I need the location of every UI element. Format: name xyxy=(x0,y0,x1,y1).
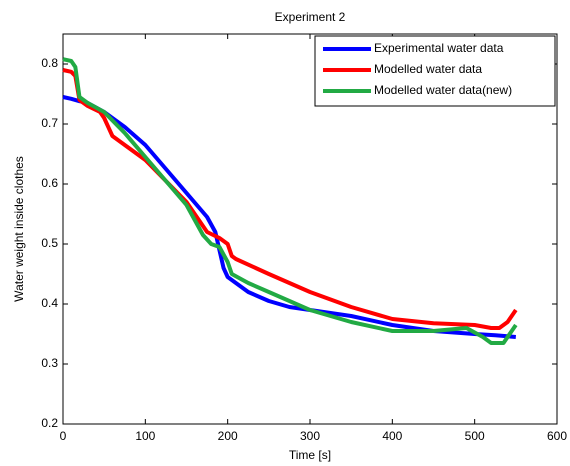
legend-label: Experimental water data xyxy=(374,41,504,55)
legend-label: Modelled water data(new) xyxy=(374,83,512,97)
y-tick-label: 0.7 xyxy=(41,116,58,130)
y-tick-label: 0.2 xyxy=(41,416,58,430)
y-tick-label: 0.8 xyxy=(41,56,58,70)
x-axis-label: Time [s] xyxy=(289,448,331,462)
y-tick-label: 0.3 xyxy=(41,356,58,370)
y-axis-label: Water weight inside clothes xyxy=(12,156,26,302)
x-tick-label: 400 xyxy=(382,429,402,443)
y-tick-label: 0.6 xyxy=(41,176,58,190)
series-line xyxy=(62,57,518,345)
legend-label: Modelled water data xyxy=(374,62,482,76)
y-tick-label: 0.5 xyxy=(41,236,58,250)
x-tick-label: 300 xyxy=(300,429,320,443)
y-tick-label: 0.4 xyxy=(41,296,58,310)
x-tick-label: 500 xyxy=(465,429,485,443)
chart-title: Experiment 2 xyxy=(275,10,346,24)
x-tick-label: 600 xyxy=(547,429,567,443)
x-tick-label: 0 xyxy=(60,429,67,443)
x-tick-label: 100 xyxy=(135,429,155,443)
x-tick-label: 200 xyxy=(218,429,238,443)
series-line xyxy=(62,68,518,330)
